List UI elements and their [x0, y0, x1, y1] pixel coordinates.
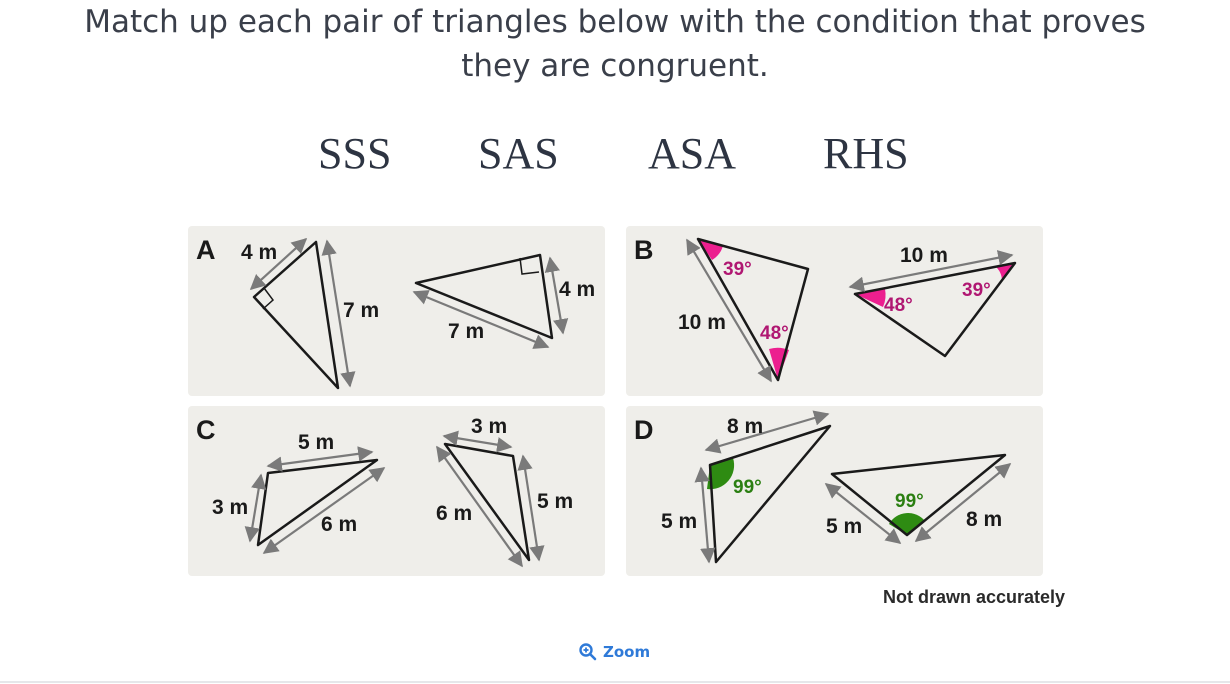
- bottom-divider: [0, 681, 1230, 683]
- panel-a-triangle-2: 4 m 7 m: [412, 253, 595, 349]
- panel-letter-d: D: [634, 415, 654, 445]
- panel-letter-b: B: [634, 235, 654, 265]
- label-b-t1-side: 10 m: [678, 311, 726, 334]
- question-line-2: they are congruent.: [461, 48, 769, 84]
- option-asa[interactable]: ASA: [648, 129, 737, 178]
- label-d-t2-left: 5 m: [826, 515, 862, 538]
- option-sss[interactable]: SSS: [318, 129, 392, 178]
- label-b-t1-angle-top: 39°: [723, 259, 752, 280]
- label-c-t1-bottom: 6 m: [321, 513, 357, 536]
- panel-b-triangle-1: 39° 48° 10 m: [678, 237, 810, 383]
- panel-letter-a: A: [196, 235, 216, 265]
- note-not-drawn-accurately: Not drawn accurately: [883, 587, 1065, 607]
- label-b-t2-angle-right: 39°: [962, 280, 991, 301]
- label-c-t2-right: 5 m: [537, 490, 573, 513]
- label-c-t1-left: 3 m: [212, 496, 248, 519]
- panel-c-triangle-2: 3 m 6 m 5 m: [436, 415, 573, 568]
- label-a-t2-side-long: 7 m: [448, 320, 484, 343]
- panel-d-triangle-1: 8 m 5 m 99°: [661, 410, 832, 564]
- label-d-t1-top: 8 m: [727, 415, 763, 438]
- label-b-t2-angle-left: 48°: [884, 295, 913, 316]
- zoom-in-icon: [579, 643, 597, 661]
- panel-c-triangle-1: 5 m 3 m 6 m: [212, 431, 386, 554]
- right-angle-mark: [262, 287, 275, 310]
- panel-d-triangle-2: 5 m 8 m 99°: [824, 453, 1012, 544]
- question-line-1: Match up each pair of triangles below wi…: [84, 4, 1146, 40]
- triangles-figure: A B C D 4 m 7 m 4 m 7 m 39° 48° 10 m 10 …: [188, 226, 1065, 607]
- label-b-t1-angle-bottom: 48°: [760, 323, 789, 344]
- label-c-t1-top: 5 m: [298, 431, 334, 454]
- panel-a-triangle-1: 4 m 7 m: [241, 237, 379, 390]
- label-d-t1-angle: 99°: [733, 477, 762, 498]
- right-angle-mark: [519, 257, 540, 275]
- label-a-t1-side-long: 7 m: [343, 299, 379, 322]
- option-sas[interactable]: SAS: [478, 129, 559, 178]
- answer-options: SSS SAS ASA RHS: [0, 128, 1230, 184]
- label-c-t2-top: 3 m: [471, 415, 507, 438]
- option-rhs[interactable]: RHS: [823, 129, 909, 178]
- label-d-t1-left: 5 m: [661, 510, 697, 533]
- panel-letter-c: C: [196, 415, 216, 445]
- label-d-t2-angle: 99°: [895, 491, 924, 512]
- zoom-button[interactable]: Zoom: [579, 643, 650, 661]
- label-c-t2-left: 6 m: [436, 502, 472, 525]
- label-b-t2-side: 10 m: [900, 244, 948, 267]
- label-a-t2-side-short: 4 m: [559, 278, 595, 301]
- label-d-t2-right: 8 m: [966, 508, 1002, 531]
- panel-b-triangle-2: 10 m 48° 39°: [848, 244, 1017, 358]
- zoom-label: Zoom: [603, 643, 651, 661]
- label-a-t1-side-short: 4 m: [241, 241, 277, 264]
- question-text: Match up each pair of triangles below wi…: [0, 0, 1230, 88]
